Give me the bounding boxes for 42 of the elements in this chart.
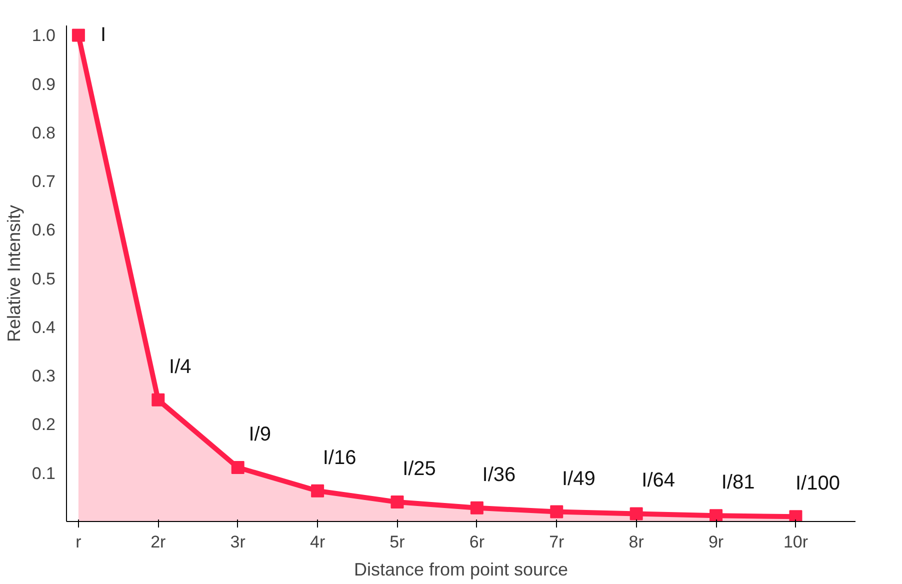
y-tick-label: 1.0: [32, 26, 56, 46]
x-tick-label: 3r: [230, 532, 246, 552]
x-tick-label: 2r: [150, 532, 166, 552]
annotation: I/16: [322, 446, 356, 469]
point: [550, 505, 564, 518]
annotation: I/36: [482, 464, 516, 486]
annotation: I/49: [562, 468, 596, 490]
annotation: I/64: [642, 470, 676, 492]
point: [470, 501, 484, 514]
x-axis-title: Distance from point source: [354, 560, 568, 580]
y-axis-title: Relative Intensity: [4, 204, 24, 342]
point: [390, 496, 404, 509]
y-tick-label: 0.7: [32, 172, 56, 192]
point: [630, 507, 643, 520]
annotation: I/4: [169, 356, 192, 378]
annotation: I/9: [248, 424, 271, 446]
x-tick-label: 4r: [310, 532, 326, 552]
y-tick-label: 0.3: [32, 366, 56, 386]
annotation: I/81: [721, 472, 755, 494]
y-tick-label: 0.8: [32, 123, 56, 142]
x-tick-label: r: [76, 532, 82, 552]
y-tick-label: 0.5: [32, 269, 56, 288]
point: [72, 28, 85, 42]
annotation: I: [100, 24, 106, 46]
x-tick-label: 7r: [549, 532, 565, 552]
point: [311, 484, 324, 498]
annotation: I/100: [795, 472, 840, 495]
x-tick-label: 5r: [390, 532, 406, 552]
y-tick-label: 0.1: [32, 464, 56, 483]
point: [710, 509, 723, 522]
point: [231, 461, 244, 474]
x-tick-label: 8r: [628, 532, 644, 552]
y-tick-label: 0.6: [32, 220, 56, 240]
point: [152, 393, 165, 406]
y-tick-label: 0.4: [32, 318, 56, 337]
y-tick-label: 0.2: [32, 415, 56, 434]
y-tick-label: 0.9: [32, 74, 56, 94]
x-tick-label: 9r: [708, 532, 724, 552]
x-tick-label: 6r: [469, 532, 485, 552]
x-tick-label: 10r: [783, 532, 808, 552]
point: [789, 510, 802, 522]
annotation: I/25: [402, 458, 436, 480]
